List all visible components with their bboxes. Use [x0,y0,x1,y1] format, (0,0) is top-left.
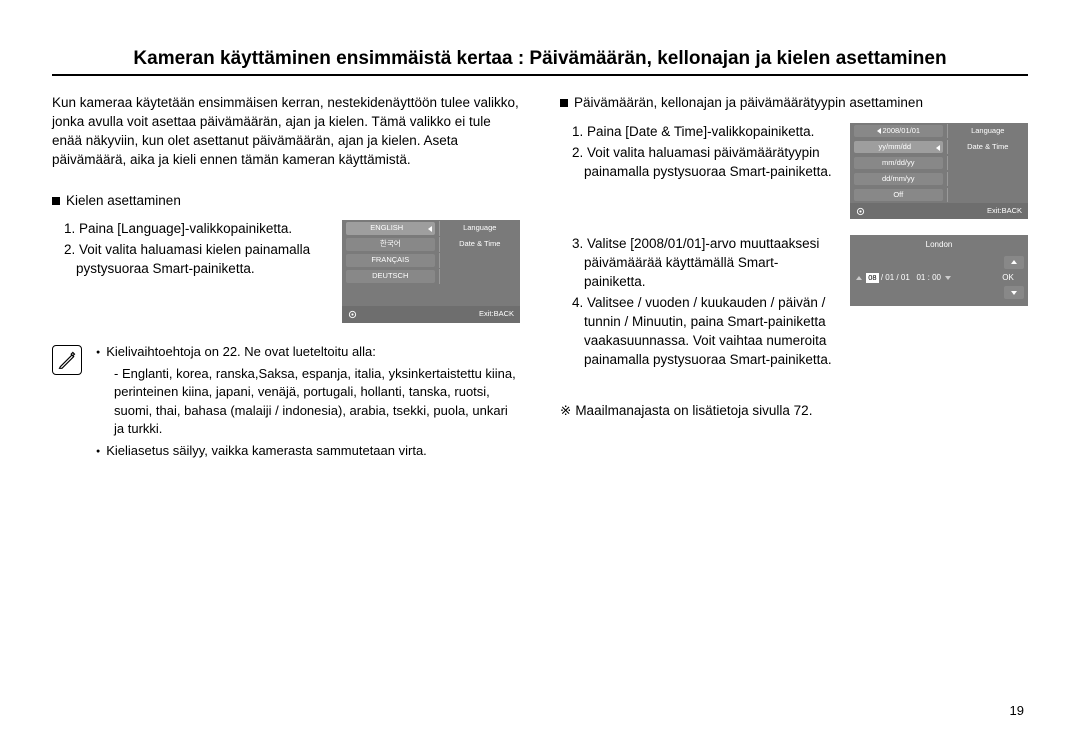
arrow-left-icon [877,128,881,134]
step: 1. Paina [Language]-valikkopainiketta. [64,220,326,239]
lcd-option: dd/mm/yy [854,173,943,186]
arrow-down-icon [945,276,951,280]
left-column: Kun kameraa käytetään ensimmäisen kerran… [52,94,520,464]
page-title: Kameran käyttäminen ensimmäistä kertaa :… [52,48,1028,76]
lcd-menu-label: Date & Time [948,142,1028,153]
lcd-date-edit-mock: London 08 / 01 / 01 [850,235,1028,306]
lcd-option: FRANÇAIS [346,254,435,267]
arrow-up-icon [1004,256,1024,269]
language-steps: 1. Paina [Language]-valikkopainiketta. 2… [64,220,326,281]
lcd-footer-text: Exit:BACK [987,206,1022,217]
datetime-steps-2: 3. Valitse [2008/01/01]-arvo muuttaakses… [572,235,834,371]
arrow-down-icon [1004,286,1024,299]
arrow-left-icon [428,226,432,232]
lcd-language-mock: ENGLISH Language 한국어 Date & Time FRANÇAI… [342,220,520,323]
right-column: Päivämäärän, kellonajan ja päivämäärätyy… [560,94,1028,464]
date-field: 00 [932,273,941,282]
arrow-up-icon [856,276,862,280]
note-line: - Englanti, korea, ranska,Saksa, espanja… [114,365,520,438]
lcd-option: ENGLISH [346,222,435,235]
lcd-option: mm/dd/yy [854,157,943,170]
note-icon [52,345,82,375]
ok-label: OK [994,272,1022,283]
date-field: 01 [901,273,910,282]
date-field: 01 [916,273,925,282]
lcd-option: Off [854,189,943,202]
step: 3. Valitse [2008/01/01]-arvo muuttaakses… [572,235,834,292]
step: 2. Voit valita haluamasi päivämäärätyypi… [572,144,834,182]
note-body: Kielivaihtoehtoja on 22. Ne ovat luetelt… [96,343,520,464]
lcd-top-value: 2008/01/01 [854,125,943,138]
lcd-datetime-mock: 2008/01/01 Language yy/mm/dd Date & Time [850,123,1028,220]
gear-icon [856,207,865,216]
gear-icon [348,310,357,319]
lcd-option: DEUTSCH [346,270,435,283]
intro-text: Kun kameraa käytetään ensimmäisen kerran… [52,94,520,170]
step: 2. Voit valita haluamasi kielen painamal… [64,241,326,279]
date-field: 01 [885,273,894,282]
lcd-menu-label: Date & Time [440,239,520,250]
world-time-note: Maailmanajasta on lisätietoja sivulla 72… [560,402,1028,421]
datetime-steps-1: 1. Paina [Date & Time]-valikkopainiketta… [572,123,834,184]
lcd-menu-label: Language [948,126,1028,137]
arrow-left-icon [936,145,940,151]
lcd-option: 한국어 [346,238,435,251]
note-line: Kielivaihtoehtoja on 22. Ne ovat luetelt… [96,343,520,361]
lcd-menu-label: Language [440,223,520,234]
section-heading-language: Kielen asettaminen [52,192,520,211]
lcd-city: London [850,235,1028,254]
note-line: Kieliasetus säilyy, vaikka kamerasta sam… [96,442,520,460]
page-number: 19 [1010,703,1024,718]
date-field: 08 [866,273,878,284]
step: 4. Valitsee / vuoden / kuukauden / päivä… [572,294,834,370]
lcd-option: yy/mm/dd [854,141,943,154]
section-heading-datetime: Päivämäärän, kellonajan ja päivämäärätyy… [560,94,1028,113]
step: 1. Paina [Date & Time]-valikkopainiketta… [572,123,834,142]
lcd-footer-text: Exit:BACK [479,309,514,320]
